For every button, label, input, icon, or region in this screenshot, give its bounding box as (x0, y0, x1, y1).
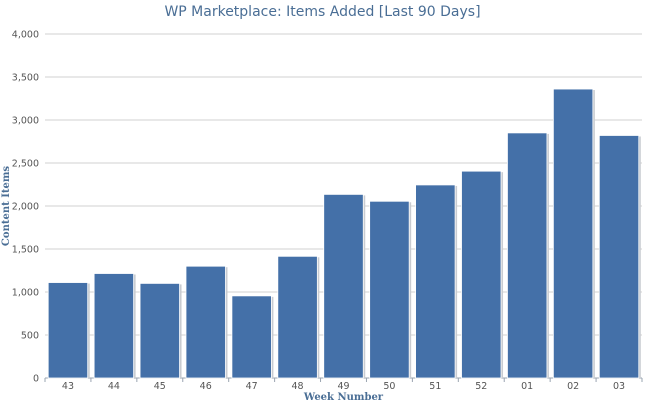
y-tick-label: 2,000 (12, 202, 39, 213)
x-axis-ticks: 43 44 45 46 47 48 49 50 51 52 01 02 03 (44, 378, 643, 392)
bar (598, 135, 640, 379)
bar (552, 88, 594, 379)
bar (93, 273, 135, 379)
bar (231, 295, 272, 379)
x-tick-label: 51 (429, 381, 441, 392)
x-tick-label: 45 (154, 381, 166, 392)
y-axis-label: Content Items (1, 166, 12, 246)
bar (185, 265, 226, 379)
y-tick-label: 4,000 (12, 30, 39, 41)
bar (415, 184, 456, 379)
x-tick-label: 47 (246, 381, 258, 392)
y-tick-label: 2,500 (12, 159, 39, 170)
bar (323, 193, 364, 379)
bar (139, 282, 180, 379)
x-tick-label: 01 (521, 381, 533, 392)
x-tick-label: 44 (108, 381, 120, 392)
x-tick-label: 03 (613, 381, 625, 392)
y-tick-label: 1,500 (12, 245, 39, 256)
chart-title: WP Marketplace: Items Added [Last 90 Day… (164, 4, 481, 20)
bar (369, 200, 410, 379)
x-tick-label: 48 (292, 381, 304, 392)
bar (461, 170, 502, 379)
bar (507, 132, 548, 379)
x-tick-label: 52 (475, 381, 487, 392)
y-tick-label: 0 (33, 374, 39, 385)
x-tick-label: 46 (200, 381, 212, 392)
bar (277, 255, 318, 379)
x-tick-label: 50 (383, 381, 395, 392)
bars (47, 88, 641, 379)
x-tick-label: 43 (62, 381, 74, 392)
y-axis-ticks: 0 500 1,000 1,500 2,000 2,500 3,000 3,500 4,000 (12, 30, 39, 385)
x-tick-label: 02 (567, 381, 579, 392)
bar (47, 282, 89, 379)
y-tick-label: 3,000 (12, 116, 39, 127)
x-axis-label: Week Number (303, 392, 384, 403)
x-tick-label: 49 (337, 381, 349, 392)
y-tick-label: 3,500 (12, 73, 39, 84)
y-tick-label: 1,000 (12, 288, 39, 299)
y-tick-label: 500 (21, 331, 39, 342)
